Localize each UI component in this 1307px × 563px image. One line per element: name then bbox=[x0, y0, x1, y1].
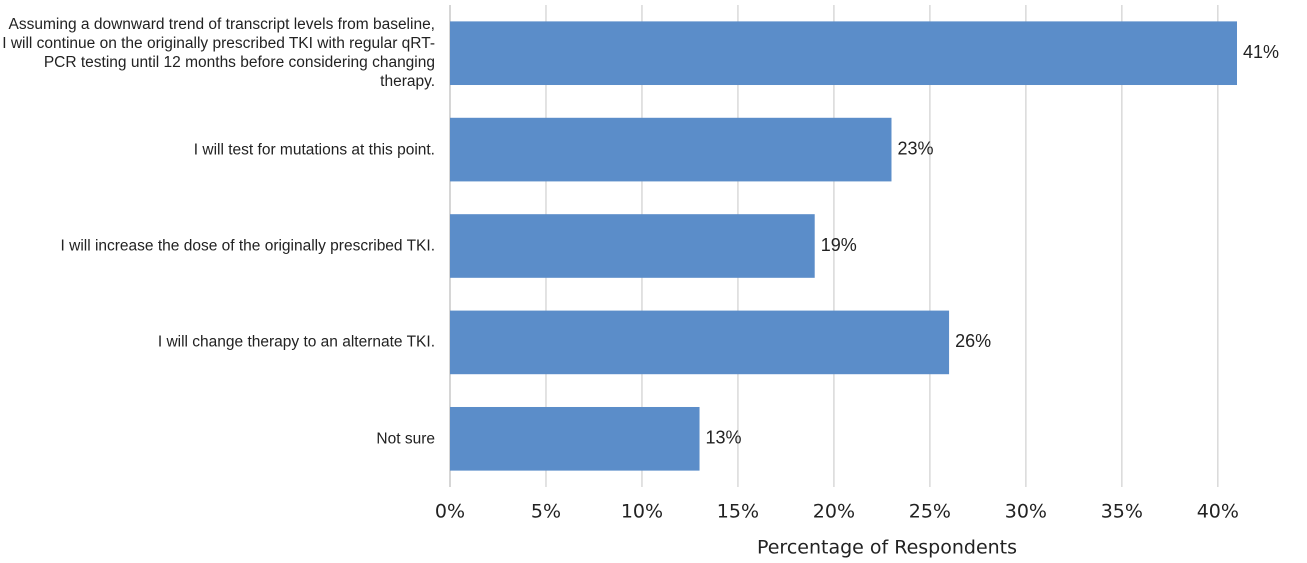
value-label: 13% bbox=[706, 428, 742, 448]
x-tick-label: 35% bbox=[1101, 501, 1143, 523]
x-axis-title: Percentage of Respondents bbox=[757, 537, 1017, 559]
x-tick-label: 40% bbox=[1197, 501, 1239, 523]
x-tick-label: 20% bbox=[813, 501, 855, 523]
x-tick-label: 15% bbox=[717, 501, 759, 523]
bar bbox=[450, 117, 892, 182]
y-tick-label: Assuming a downward trend of transcript … bbox=[2, 16, 435, 91]
value-label: 19% bbox=[821, 235, 857, 255]
y-tick-label: Not sure bbox=[376, 430, 435, 448]
x-tick-label: 0% bbox=[435, 501, 465, 523]
bar bbox=[450, 310, 950, 375]
value-label: 41% bbox=[1243, 42, 1279, 62]
x-tick-label: 25% bbox=[909, 501, 951, 523]
bar bbox=[450, 406, 700, 471]
y-tick-label: I will change therapy to an alternate TK… bbox=[157, 333, 435, 351]
x-tick-label: 10% bbox=[621, 501, 663, 523]
y-tick-label: I will test for mutations at this point. bbox=[193, 141, 435, 159]
bar bbox=[450, 21, 1237, 86]
x-tick-label: 5% bbox=[531, 501, 561, 523]
bar bbox=[450, 214, 815, 278]
y-tick-label: I will increase the dose of the original… bbox=[60, 237, 435, 255]
value-label: 26% bbox=[955, 331, 991, 351]
x-tick-label: 30% bbox=[1005, 501, 1047, 523]
value-label: 23% bbox=[897, 138, 933, 158]
